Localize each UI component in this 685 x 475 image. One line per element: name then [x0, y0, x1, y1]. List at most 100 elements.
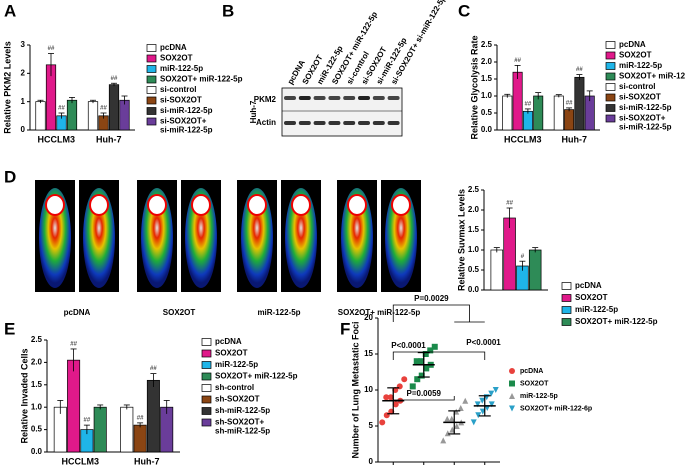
significance-marker: ##: [111, 76, 118, 82]
blot-band: [358, 121, 370, 125]
bar: [108, 84, 120, 131]
x-tick-label: Huh-7: [96, 134, 122, 144]
legend-label: SOX2OT: [520, 380, 549, 387]
point: [509, 393, 515, 399]
legend-swatch: [201, 407, 212, 415]
x-tick-label: Huh-7: [562, 134, 588, 144]
bar: [502, 95, 513, 131]
y-tick-label: 1.0: [31, 402, 43, 411]
pet-body: [341, 188, 373, 288]
point: [488, 401, 495, 408]
point: [457, 405, 464, 411]
point: [440, 437, 447, 444]
y-tick-label: 0.5: [481, 108, 493, 117]
p-value: P=0.0059: [407, 389, 442, 398]
significance-marker: ##: [150, 366, 157, 372]
legend-label: pcDNA: [520, 368, 543, 375]
legend-label: miR-122-5p: [215, 360, 258, 369]
legend-label: si-miR-122-5p: [160, 106, 213, 115]
bar: [533, 95, 544, 131]
legend-swatch: [201, 338, 212, 346]
blot-band: [313, 121, 326, 125]
blot-band: [328, 121, 341, 125]
significance-bracket: [423, 351, 486, 360]
legend-swatch: [146, 107, 157, 115]
point: [492, 387, 499, 393]
point: [509, 405, 515, 412]
y-tick-label: 1.5: [468, 225, 480, 234]
y-axis-label: Relative Invaded Cells: [19, 348, 29, 443]
panel-label: E: [4, 319, 15, 338]
legend-swatch: [201, 349, 212, 358]
significance-bracket: [392, 304, 485, 323]
y-tick-label: 0.0: [468, 285, 480, 294]
x-tick-label: Huh-7: [134, 456, 160, 466]
pet-body: [83, 188, 115, 288]
point: [509, 368, 515, 374]
point: [401, 376, 408, 383]
point: [383, 394, 390, 401]
pet-body: [141, 188, 173, 288]
significance-marker: ##: [137, 415, 144, 421]
panel-label: D: [4, 167, 16, 186]
bar: [574, 76, 585, 131]
bar: [528, 249, 542, 291]
p-value: P=0.0029: [414, 294, 449, 303]
significance-marker: #: [521, 254, 525, 260]
y-tick-label: 0.5: [468, 265, 480, 274]
legend-swatch: [561, 294, 572, 302]
point: [379, 419, 386, 426]
y-tick-label: 2.0: [481, 57, 493, 66]
pet-hotspot: [191, 194, 211, 216]
y-tick-label: 10: [364, 385, 373, 394]
y-axis-label: Number of Lung Metastatic Foci: [350, 321, 360, 458]
x-tick-label: HCCLM3: [504, 134, 542, 144]
blot-cell-line: Huh-7: [249, 100, 258, 123]
y-tick-label: 0.0: [31, 447, 43, 456]
legend-label: pcDNA: [575, 281, 602, 290]
bar: [66, 99, 78, 131]
y-tick-label: 1: [21, 97, 26, 106]
legend-label: SOX2OT+ miR-122-5p: [575, 317, 658, 326]
pet-body: [285, 188, 317, 288]
legend-label: miR-122-5p: [160, 64, 203, 73]
y-tick-label: 2.5: [31, 335, 43, 344]
significance-marker: ##: [48, 46, 55, 52]
y-tick-label: 2.0: [31, 358, 43, 367]
legend-swatch: [605, 51, 616, 60]
significance-marker: ##: [84, 418, 91, 424]
y-tick-label: 3: [21, 40, 26, 49]
pet-hotspot: [89, 194, 109, 216]
legend-label: sh-SOX2OT+ sh-miR-122-5p: [215, 418, 270, 436]
point: [509, 380, 515, 387]
legend-swatch: [561, 318, 572, 326]
pet-hotspot: [347, 194, 367, 216]
image-label: SOX2OT: [163, 308, 196, 317]
blot-band: [313, 96, 326, 100]
legend-swatch: [146, 54, 157, 63]
panel-label: A: [4, 1, 16, 20]
point: [392, 401, 399, 408]
legend-swatch: [201, 361, 212, 369]
bar: [490, 249, 504, 291]
point: [474, 401, 481, 408]
bar: [512, 71, 523, 131]
point: [409, 383, 416, 390]
blot-band: [284, 96, 296, 100]
blot-band: [284, 121, 296, 125]
y-axis-label: Relative Glycolysis Rate: [469, 35, 479, 139]
point: [414, 376, 421, 383]
panel-label: B: [222, 1, 234, 20]
bar: [35, 101, 46, 131]
pet-hotspot: [147, 194, 167, 216]
y-tick-label: 0.0: [481, 125, 493, 134]
image-label: pcDNA: [64, 308, 91, 317]
legend-swatch: [201, 384, 212, 392]
legend-label: SOX2OT: [160, 54, 193, 63]
legend-label: pcDNA: [160, 43, 187, 52]
point: [444, 415, 451, 422]
legend-label: sh-control: [215, 383, 254, 392]
legend-swatch: [146, 75, 157, 84]
x-tick-label: HCCLM3: [38, 134, 76, 144]
